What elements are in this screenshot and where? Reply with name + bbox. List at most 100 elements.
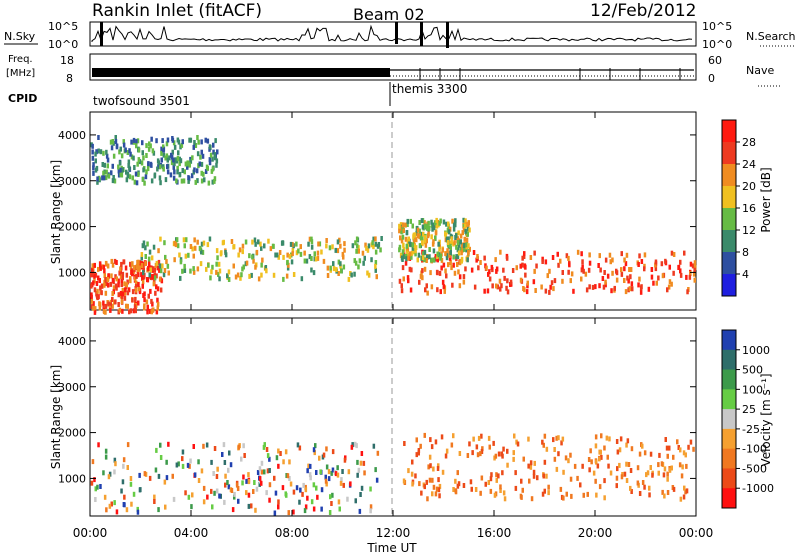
scatter-cell: [175, 237, 179, 243]
colorbar-swatch: [722, 252, 736, 275]
scatter-cell: [514, 470, 517, 476]
scatter-cell: [247, 492, 251, 498]
scatter-cell: [452, 222, 456, 228]
scatter-cell: [588, 252, 591, 258]
power-scatter-cloud: [90, 135, 697, 315]
scatter-cell: [556, 251, 559, 257]
scatter-cell: [598, 253, 601, 259]
scatter-cell: [124, 287, 127, 293]
scatter-cell: [120, 294, 124, 300]
scatter-cell: [602, 284, 606, 290]
scatter-cell: [122, 457, 126, 463]
scatter-cell: [604, 279, 607, 285]
scatter-cell: [212, 142, 215, 148]
scatter-cell: [425, 225, 429, 231]
scatter-cell: [126, 303, 129, 309]
scatter-cell: [559, 486, 563, 492]
scatter-cell: [363, 470, 366, 476]
scatter-cell: [519, 263, 522, 269]
scatter-cell: [111, 262, 115, 268]
scatter-cell: [692, 271, 696, 277]
scatter-cell: [141, 243, 145, 249]
scatter-cell: [444, 268, 447, 274]
scatter-cell: [358, 508, 362, 514]
scatter-cell: [428, 254, 431, 260]
scatter-cell: [136, 509, 140, 515]
scatter-cell: [608, 252, 612, 258]
scatter-cell: [182, 178, 186, 184]
scatter-cell: [432, 225, 436, 231]
scatter-cell: [623, 471, 627, 477]
scatter-cell: [502, 267, 505, 273]
scatter-cell: [410, 267, 413, 273]
nsky-trace: [91, 22, 693, 48]
scatter-cell: [229, 462, 233, 468]
scatter-cell: [398, 228, 401, 234]
scatter-cell: [95, 281, 99, 286]
scatter-cell: [159, 236, 162, 242]
scatter-cell: [126, 150, 129, 155]
scatter-cell: [278, 250, 282, 255]
scatter-cell: [472, 250, 476, 255]
scatter-cell: [125, 177, 129, 183]
colorbar-swatch: [722, 468, 736, 489]
scatter-cell: [405, 230, 409, 235]
scatter-cell: [362, 460, 366, 466]
scatter-cell: [312, 482, 316, 488]
scatter-cell: [197, 459, 200, 465]
scatter-cell: [360, 485, 364, 491]
scatter-cell: [561, 270, 564, 275]
scatter-cell: [210, 269, 213, 275]
scatter-cell: [181, 449, 185, 455]
cpid-segment-themis: themis 3300: [392, 82, 467, 96]
scatter-cell: [90, 283, 93, 289]
scatter-cell: [241, 480, 244, 486]
scatter-cell: [683, 485, 686, 491]
scatter-cell: [205, 266, 208, 272]
scatter-cell: [201, 153, 205, 159]
scatter-cell: [598, 449, 601, 455]
scatter-cell: [157, 259, 161, 265]
scatter-cell: [626, 275, 629, 281]
scatter-cell: [182, 237, 186, 243]
scatter-cell: [687, 444, 690, 450]
scatter-cell: [121, 275, 124, 281]
scatter-cell: [350, 444, 354, 450]
scatter-cell: [624, 261, 628, 267]
scatter-cell: [430, 234, 433, 240]
scatter-cell: [170, 160, 174, 166]
scatter-cell: [238, 247, 242, 253]
scatter-cell: [245, 490, 248, 496]
scatter-cell: [413, 232, 417, 238]
scatter-cell: [119, 171, 122, 177]
scatter-cell: [193, 237, 196, 243]
scatter-cell: [253, 237, 257, 243]
scatter-cell: [520, 478, 523, 484]
scatter-cell: [628, 286, 632, 292]
scatter-cell: [435, 486, 439, 492]
scatter-cell: [261, 257, 264, 263]
scatter-cell: [654, 259, 658, 265]
scatter-cell: [126, 442, 130, 448]
scatter-cell: [312, 506, 316, 512]
scatter-cell: [159, 455, 163, 460]
scatter-cell: [462, 483, 466, 488]
scatter-cell: [248, 273, 251, 279]
scatter-cell: [569, 476, 573, 482]
scatter-cell: [369, 486, 372, 492]
scatter-cell: [630, 446, 634, 452]
scatter-cell: [173, 161, 176, 167]
scatter-cell: [177, 461, 180, 467]
scatter-cell: [100, 283, 104, 289]
scatter-cell: [120, 153, 124, 159]
scatter-cell: [273, 510, 277, 516]
scatter-cell: [684, 489, 687, 495]
scatter-cell: [111, 296, 114, 302]
scatter-cell: [187, 160, 190, 166]
scatter-cell: [449, 260, 452, 266]
scatter-cell: [222, 239, 225, 245]
scatter-cell: [142, 155, 145, 161]
scatter-cell: [156, 301, 160, 307]
scatter-cell: [509, 279, 513, 285]
scatter-cell: [135, 264, 139, 270]
